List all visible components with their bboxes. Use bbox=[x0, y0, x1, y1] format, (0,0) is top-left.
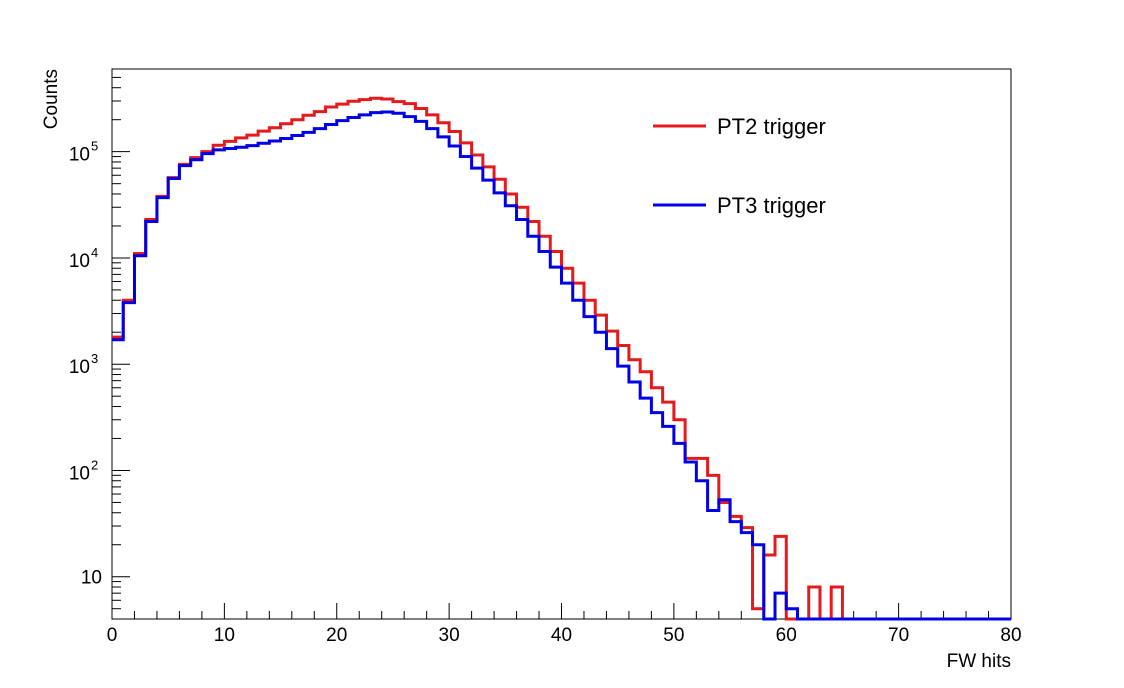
y-tick-label: 10 bbox=[81, 568, 102, 589]
legend: PT2 trigger PT3 trigger bbox=[653, 114, 826, 218]
y-tick-label: 10 bbox=[69, 357, 90, 378]
x-tick-label: 50 bbox=[663, 625, 684, 646]
x-axis-title: FW hits bbox=[947, 651, 1011, 672]
y-tick-exponent: 2 bbox=[91, 457, 98, 472]
y-tick-exponent: 3 bbox=[91, 351, 98, 366]
series-line-pt3 bbox=[112, 110, 1011, 621]
x-axis: 0 10 20 30 40 50 60 70 80 bbox=[107, 603, 1022, 646]
legend-label: PT3 trigger bbox=[717, 193, 826, 218]
y-tick-label: 10 bbox=[69, 251, 90, 272]
x-tick-label: 20 bbox=[326, 625, 347, 646]
x-tick-label: 60 bbox=[776, 625, 797, 646]
series-layer bbox=[112, 96, 1011, 621]
y-axis-title: Counts bbox=[41, 69, 62, 129]
y-tick-label: 10 bbox=[69, 463, 90, 484]
x-tick-label: 10 bbox=[214, 625, 235, 646]
minor-ticks bbox=[112, 68, 990, 620]
y-tick-exponent: 5 bbox=[91, 139, 98, 154]
y-tick-label: 10 bbox=[69, 145, 90, 166]
series-line-pt2 bbox=[112, 96, 1011, 621]
x-tick-label: 0 bbox=[107, 625, 118, 646]
x-tick-label: 70 bbox=[888, 625, 909, 646]
x-tick-label: 30 bbox=[439, 625, 460, 646]
y-tick-exponent: 4 bbox=[91, 245, 98, 260]
x-tick-label: 40 bbox=[551, 625, 572, 646]
legend-label: PT2 trigger bbox=[717, 114, 826, 139]
plot-frame bbox=[111, 68, 1012, 620]
x-tick-label: 80 bbox=[1000, 625, 1021, 646]
